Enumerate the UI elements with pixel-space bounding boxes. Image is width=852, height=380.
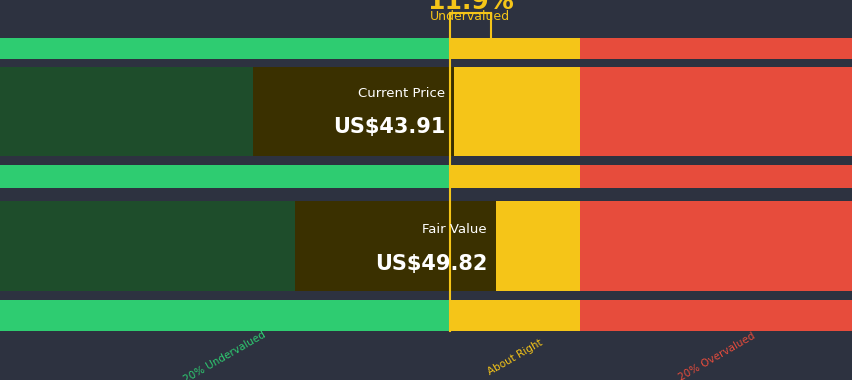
Bar — [579, 66, 852, 156]
Bar — [295, 201, 495, 291]
Bar — [253, 66, 453, 156]
Text: 20% Overvalued: 20% Overvalued — [676, 331, 756, 380]
Bar — [0, 300, 449, 331]
Bar — [0, 156, 852, 165]
Text: US$49.82: US$49.82 — [374, 254, 486, 274]
Bar — [0, 291, 852, 300]
Bar — [449, 38, 579, 59]
Bar — [579, 201, 852, 291]
Text: About Right: About Right — [485, 337, 544, 377]
Text: US$43.91: US$43.91 — [332, 117, 445, 137]
Text: 11.9%: 11.9% — [427, 0, 513, 14]
Bar — [0, 59, 852, 66]
Bar — [0, 66, 449, 156]
Text: Current Price: Current Price — [358, 87, 445, 100]
Bar — [491, 201, 579, 291]
Bar — [449, 165, 579, 188]
Bar — [449, 300, 579, 331]
Bar — [0, 165, 449, 188]
Bar — [449, 66, 579, 156]
Text: 20% Undervalued: 20% Undervalued — [181, 330, 268, 380]
Text: Fair Value: Fair Value — [422, 223, 486, 236]
Text: Undervalued: Undervalued — [430, 10, 509, 23]
Bar — [0, 38, 449, 59]
Bar — [579, 38, 852, 59]
Bar — [579, 300, 852, 331]
Bar — [0, 201, 491, 291]
Bar — [0, 188, 852, 201]
Bar — [579, 165, 852, 188]
